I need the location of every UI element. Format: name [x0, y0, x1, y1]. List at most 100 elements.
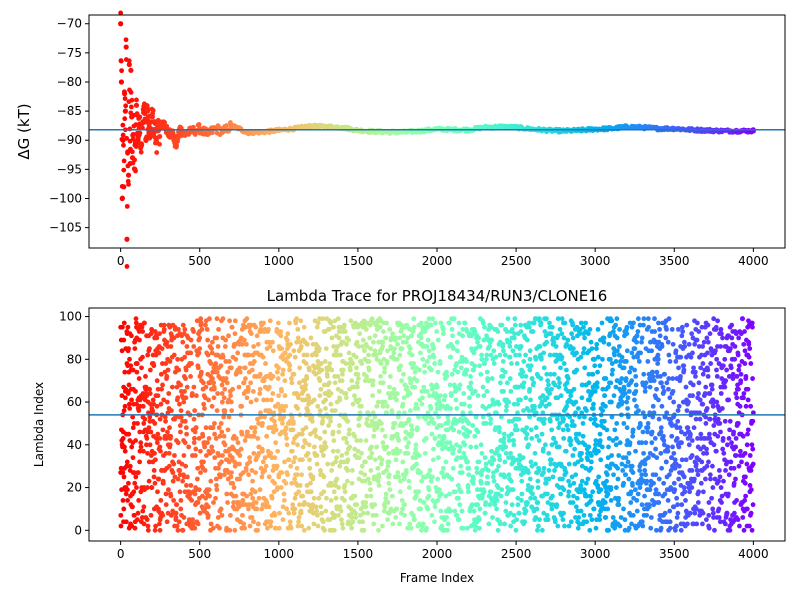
lambda-point — [452, 489, 458, 495]
lambda-point — [382, 433, 388, 439]
x-tick-label: 3000 — [580, 254, 611, 268]
lambda-point — [348, 318, 354, 324]
lambda-point — [420, 521, 426, 527]
lambda-point — [465, 489, 471, 495]
lambda-point — [530, 329, 536, 334]
lambda-point — [364, 374, 370, 379]
lambda-point — [528, 495, 534, 501]
lambda-point — [450, 450, 456, 456]
lambda-point — [567, 483, 573, 488]
lambda-point — [444, 374, 450, 379]
lambda-point — [425, 337, 431, 343]
lambda-point — [262, 455, 268, 461]
lambda-point — [614, 335, 620, 341]
lambda-point — [134, 401, 140, 407]
lambda-point — [291, 459, 297, 465]
lambda-point — [432, 361, 438, 366]
lambda-point — [393, 457, 399, 463]
lambda-point — [735, 421, 741, 426]
lambda-point — [626, 450, 632, 456]
lambda-point — [513, 423, 519, 428]
lambda-point — [391, 350, 397, 356]
lambda-point — [129, 444, 135, 450]
lambda-point — [565, 337, 571, 343]
delta-g-y-axis-label: ΔG (kT) — [15, 103, 33, 159]
lambda-point — [718, 344, 724, 349]
lambda-point — [526, 324, 532, 330]
lambda-point — [543, 403, 549, 409]
lambda-point — [228, 399, 234, 405]
lambda-point — [135, 517, 140, 523]
lambda-point — [191, 344, 197, 349]
lambda-point — [709, 386, 715, 392]
lambda-point — [225, 427, 231, 433]
lambda-point — [372, 414, 378, 420]
lambda-point — [670, 444, 675, 450]
lambda-point — [201, 401, 207, 407]
lambda-point — [740, 316, 746, 322]
lambda-point — [561, 510, 566, 516]
lambda-point — [418, 335, 424, 341]
lambda-point — [219, 382, 225, 388]
lambda-point — [360, 337, 366, 343]
lambda-point — [239, 431, 245, 437]
lambda-point — [584, 408, 589, 414]
x-tick-label: 4000 — [738, 547, 769, 561]
lambda-point — [279, 403, 285, 409]
lambda-point — [619, 461, 625, 467]
lambda-point — [209, 444, 215, 450]
lambda-point — [549, 324, 555, 330]
lambda-point — [432, 504, 438, 510]
lambda-point — [541, 465, 547, 471]
lambda-point — [227, 318, 233, 324]
lambda-point — [666, 376, 672, 381]
lambda-point — [222, 386, 228, 392]
lambda-point — [511, 438, 517, 443]
lambda-point — [281, 497, 287, 503]
lambda-point — [340, 367, 346, 373]
lambda-point — [733, 435, 739, 441]
lambda-point — [669, 433, 675, 439]
lambda-point — [639, 339, 644, 345]
lambda-point — [482, 324, 487, 330]
lambda-point — [510, 348, 516, 354]
lambda-point — [637, 485, 643, 490]
lambda-point — [634, 333, 640, 339]
lambda-point — [304, 341, 310, 347]
lambda-point — [195, 521, 201, 527]
lambda-point — [252, 429, 258, 435]
lambda-point — [180, 322, 186, 328]
lambda-point — [495, 329, 501, 334]
lambda-point — [590, 371, 596, 377]
lambda-point — [400, 506, 405, 512]
lambda-point — [284, 337, 290, 343]
lambda-point — [706, 459, 711, 465]
y-tick-label: −75 — [57, 46, 82, 60]
lambda-point — [748, 361, 754, 366]
delta-g-point — [122, 89, 127, 95]
lambda-point — [180, 478, 186, 484]
lambda-point — [629, 521, 634, 527]
lambda-point — [640, 410, 646, 416]
lambda-point — [367, 322, 373, 328]
lambda-point — [306, 525, 312, 531]
lambda-point — [353, 515, 359, 520]
lambda-point — [503, 508, 509, 514]
lambda-point — [163, 361, 169, 366]
lambda-point — [496, 401, 502, 407]
lambda-point — [725, 491, 731, 497]
lambda-point — [671, 480, 677, 486]
lambda-point — [178, 429, 183, 435]
lambda-point — [228, 474, 234, 480]
lambda-point — [678, 527, 684, 533]
lambda-point — [297, 502, 302, 508]
lambda-point — [144, 442, 149, 448]
lambda-point — [268, 519, 274, 525]
lambda-point — [478, 480, 484, 486]
lambda-point — [714, 356, 720, 362]
lambda-point — [632, 397, 637, 403]
lambda-point — [133, 316, 139, 322]
lambda-point — [384, 320, 389, 326]
lambda-point — [675, 408, 681, 414]
lambda-point — [359, 361, 365, 366]
